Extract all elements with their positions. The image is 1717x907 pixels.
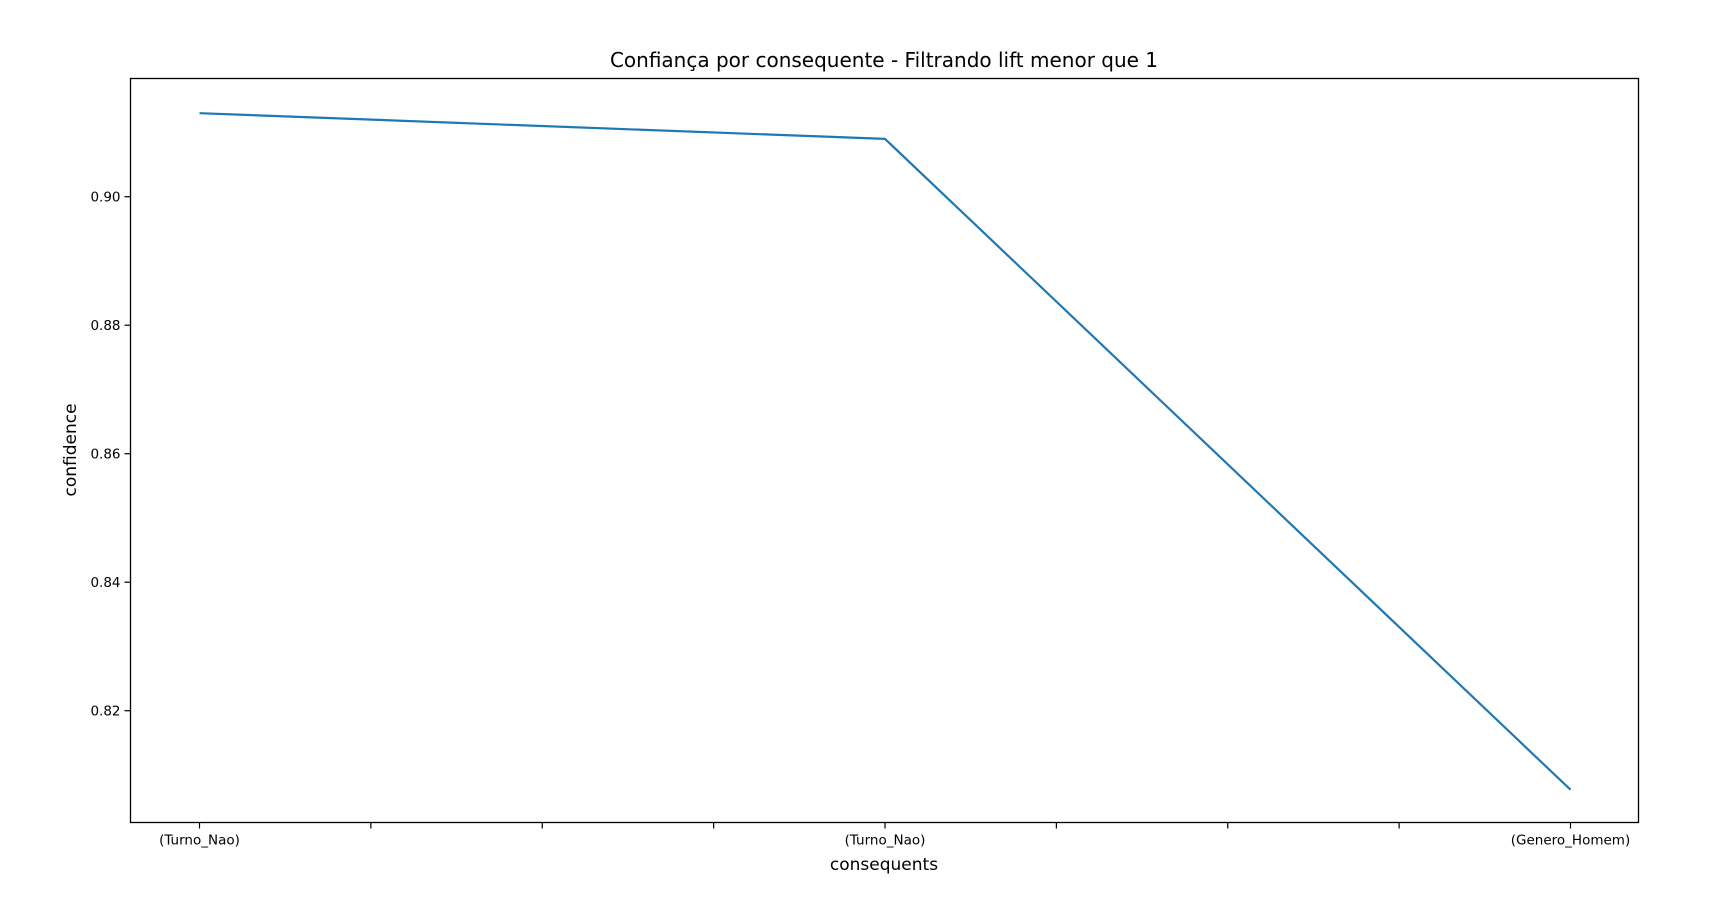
- x-tick-label: (Genero_Homem): [1511, 833, 1630, 849]
- y-axis-label: confidence: [61, 403, 81, 496]
- x-tick-label: (Turno_Nao): [159, 833, 240, 849]
- y-tick-label: 0.88: [90, 318, 120, 334]
- x-axis-label: consequents: [830, 855, 938, 875]
- series-group: [199, 112, 1572, 791]
- plot-area-frame: [129, 77, 1640, 824]
- chart-title: Confiança por consequente - Filtrando li…: [610, 48, 1158, 72]
- y-axis: 0.82 0.84 0.86 0.88 0.90: [90, 190, 131, 720]
- y-tick-label: 0.86: [90, 447, 120, 463]
- x-tick-label: (Turno_Nao): [845, 833, 926, 849]
- y-tick-label: 0.82: [90, 704, 120, 720]
- series-line-0: [199, 112, 1572, 791]
- y-tick-label: 0.90: [90, 190, 120, 206]
- y-tick-label: 0.84: [90, 575, 120, 591]
- x-axis: (Turno_Nao) (Turno_Nao) (Genero_Homem): [159, 822, 1630, 849]
